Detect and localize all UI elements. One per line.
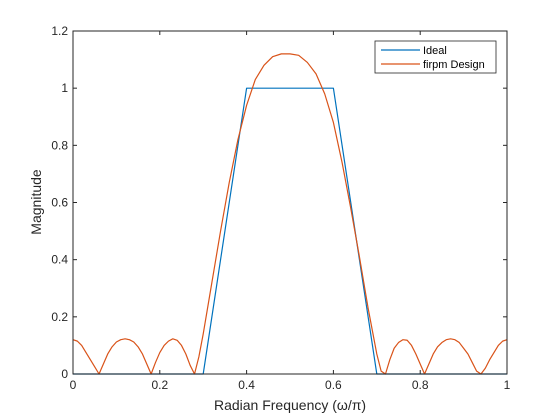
y-tick-label: 0.6: [51, 196, 68, 210]
legend-label-ideal: Ideal: [423, 45, 447, 57]
x-tick-label: 0.2: [151, 378, 168, 392]
y-tick-label: 1: [61, 81, 68, 95]
x-tick-label: 0.4: [238, 378, 255, 392]
x-tick-label: 0.6: [325, 378, 342, 392]
legend-label-firpm-design: firpm Design: [423, 59, 485, 71]
x-tick-label: 1: [504, 378, 511, 392]
y-tick-label: 0.8: [51, 138, 68, 152]
series-line-firpm-design: [72, 53, 508, 375]
y-tick-label: 0: [61, 367, 68, 381]
legend-box: [374, 40, 497, 74]
x-tick-label: 0: [70, 378, 77, 392]
y-axis-label: Magnitude: [28, 169, 44, 235]
x-tick-label: 0.8: [412, 378, 429, 392]
x-axis-label: Radian Frequency (ω/π): [214, 397, 366, 413]
x-axis: 0 0.2 0.4 0.6 0.8 1: [70, 31, 511, 392]
legend: Ideal firpm Design: [374, 40, 497, 74]
y-axis: 0 0.2 0.4 0.6 0.8 1 1.2: [51, 24, 507, 381]
plot-area-background: [73, 31, 507, 374]
y-tick-label: 0.2: [51, 310, 68, 324]
y-tick-label: 1.2: [51, 24, 68, 38]
y-tick-label: 0.4: [51, 253, 68, 267]
